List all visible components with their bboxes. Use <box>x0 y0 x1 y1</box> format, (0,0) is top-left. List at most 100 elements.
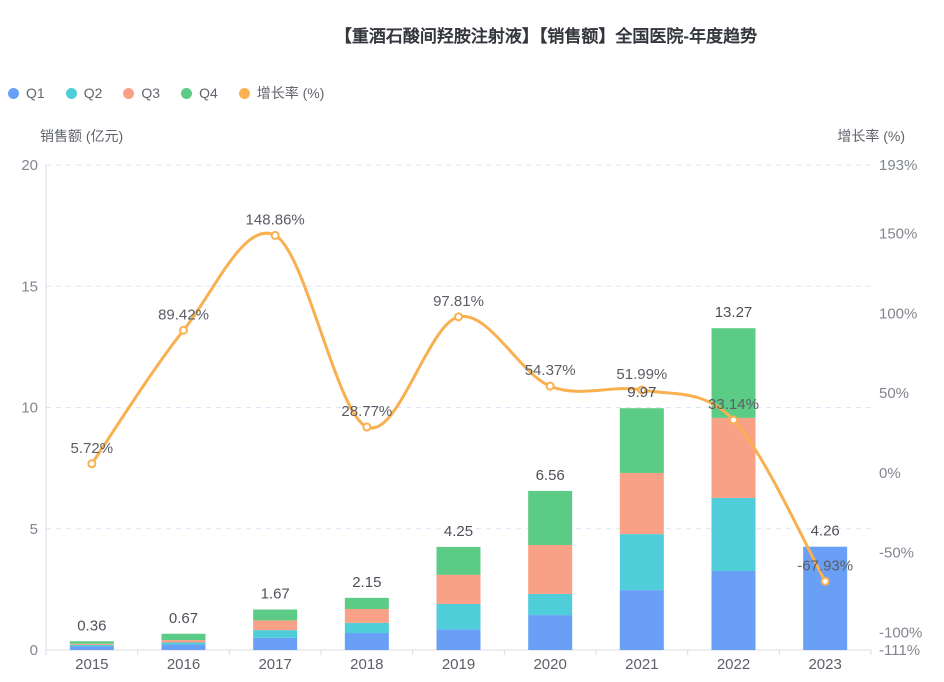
bar-segment-q4-2021[interactable] <box>619 408 664 473</box>
bar-segment-q2-2018[interactable] <box>344 622 389 634</box>
right-axis-title: 增长率 (%) <box>837 128 905 144</box>
bar-segment-q1-2023[interactable] <box>803 546 848 650</box>
line-point-2017[interactable] <box>270 230 280 240</box>
bar-segment-q1-2022[interactable] <box>711 570 756 650</box>
right-axis-tick-label: -111% <box>879 642 920 659</box>
legend-item-label: Q1 <box>26 85 45 101</box>
bar-total-label: 0.36 <box>77 617 106 634</box>
legend: Q1 Q2 Q3 Q4 增长率 (%) <box>8 83 324 103</box>
x-axis-category-label: 2021 <box>625 656 658 673</box>
right-axis-tick-label: -50% <box>879 545 914 562</box>
growth-value-label: 5.72% <box>71 440 114 457</box>
growth-value-label: 51.99% <box>616 366 667 383</box>
bar-segment-q3-2017[interactable] <box>253 620 298 631</box>
left-axis-tick-label: 15 <box>21 278 38 295</box>
bar-segment-q3-2021[interactable] <box>619 472 664 535</box>
left-axis-title: 销售额 (亿元) <box>40 128 124 144</box>
legend-item-label: Q3 <box>141 85 161 101</box>
line-point-2023[interactable] <box>820 576 830 586</box>
bar-segment-q2-2015[interactable] <box>69 644 114 647</box>
bar-segment-q3-2016[interactable] <box>161 640 206 643</box>
bar-segment-q2-2019[interactable] <box>436 603 481 630</box>
bar-segment-q3-2018[interactable] <box>344 609 389 623</box>
x-axis-category-label: 2017 <box>258 656 291 673</box>
bar-total-label: 2.15 <box>352 574 381 591</box>
line-point-2021[interactable] <box>637 385 647 395</box>
bar-segment-q4-2018[interactable] <box>344 597 389 610</box>
legend-dot-icon <box>8 87 19 99</box>
legend-item-Q2[interactable]: Q2 <box>65 85 103 101</box>
left-axis-tick-label: 0 <box>30 642 38 659</box>
growth-value-label: 28.77% <box>341 403 392 420</box>
bar-segment-q3-2020[interactable] <box>528 544 573 594</box>
legend-dot-icon <box>181 87 193 99</box>
bar-segment-q4-2016[interactable] <box>161 633 206 641</box>
growth-rate-line <box>90 231 827 583</box>
line-point-2019[interactable] <box>454 312 463 322</box>
bar-total-label: 4.25 <box>444 523 473 540</box>
x-axis-category-label: 2022 <box>717 656 750 673</box>
bar-total-label: 6.56 <box>536 467 565 484</box>
bar-total-label: 13.27 <box>715 304 753 321</box>
legend-dot-icon <box>238 87 250 99</box>
legend-item-4[interactable]: 增长率 (%) <box>238 83 325 103</box>
bar-total-label: 1.67 <box>261 586 290 603</box>
bar-segment-q3-2019[interactable] <box>436 574 481 604</box>
line-point-2020[interactable] <box>545 381 555 391</box>
bar-segment-q2-2020[interactable] <box>528 593 573 616</box>
bar-segment-q1-2018[interactable] <box>344 633 389 650</box>
legend-item-Q3[interactable]: Q3 <box>123 85 160 101</box>
right-axis-tick-label: 0% <box>879 465 901 482</box>
bar-segment-q2-2017[interactable] <box>253 630 298 638</box>
bar-segment-q1-2016[interactable] <box>161 644 206 650</box>
left-axis-tick-label: 5 <box>30 521 38 538</box>
bar-segment-q3-2022[interactable] <box>711 417 756 498</box>
bar-segment-q2-2021[interactable] <box>619 534 664 591</box>
right-axis-tick-label: 193% <box>879 157 917 174</box>
growth-value-label: 33.14% <box>708 396 759 413</box>
right-axis-tick-label: 150% <box>879 226 917 243</box>
line-point-2016[interactable] <box>179 325 188 335</box>
chart-title: 【重酒石酸间羟胺注射液】【销售额】全国医院-年度趋势 <box>334 27 758 46</box>
bar-segment-q1-2021[interactable] <box>619 590 664 650</box>
left-axis-tick-label: 10 <box>21 400 38 417</box>
line-point-2015[interactable] <box>87 459 97 469</box>
bar-segment-q2-2022[interactable] <box>711 497 756 571</box>
bar-segment-q4-2022[interactable] <box>711 328 756 418</box>
bar-segment-q3-2015[interactable] <box>69 643 114 645</box>
legend-item-Q4[interactable]: Q4 <box>181 85 218 101</box>
right-axis-tick-label: -100% <box>879 624 922 641</box>
x-axis-category-label: 2015 <box>75 656 108 673</box>
x-axis-category-label: 2023 <box>808 656 841 673</box>
bar-segment-q4-2019[interactable] <box>436 546 481 575</box>
bar-segment-q4-2020[interactable] <box>528 490 573 545</box>
line-point-2022[interactable] <box>729 415 738 425</box>
bar-segment-q4-2015[interactable] <box>69 641 114 644</box>
legend-dot-icon <box>65 87 77 99</box>
bar-segment-q1-2020[interactable] <box>528 615 573 650</box>
bar-segment-q1-2017[interactable] <box>253 637 298 650</box>
legend-item-label: Q2 <box>83 85 103 101</box>
bar-total-label: 0.67 <box>169 610 198 627</box>
x-axis-category-label: 2018 <box>350 656 383 673</box>
legend-dot-icon <box>123 87 135 99</box>
bar-segment-q2-2016[interactable] <box>161 642 206 645</box>
x-axis-category-label: 2016 <box>167 656 200 673</box>
bar-total-label: 4.26 <box>811 523 840 540</box>
left-axis-tick-label: 20 <box>21 157 38 174</box>
growth-value-label: -67.93% <box>797 557 853 574</box>
line-point-2018[interactable] <box>362 422 372 432</box>
right-axis-tick-label: 100% <box>879 305 917 322</box>
growth-value-label: 54.37% <box>525 362 576 379</box>
growth-value-label: 148.86% <box>246 211 305 228</box>
bar-segment-q1-2015[interactable] <box>69 646 114 650</box>
legend-item-Q1[interactable]: Q1 <box>8 85 45 101</box>
growth-value-label: 89.42% <box>158 306 209 323</box>
bar-segment-q4-2017[interactable] <box>253 609 298 621</box>
growth-value-label: 97.81% <box>433 293 484 310</box>
bar-total-label: 9.97 <box>627 384 656 401</box>
bar-segment-q1-2019[interactable] <box>436 629 481 650</box>
legend-item-label: 增长率 (%) <box>256 85 325 101</box>
